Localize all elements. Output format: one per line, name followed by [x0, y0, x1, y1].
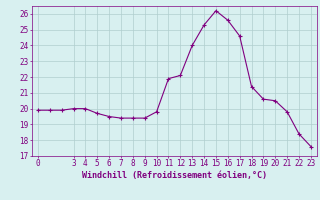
X-axis label: Windchill (Refroidissement éolien,°C): Windchill (Refroidissement éolien,°C) — [82, 171, 267, 180]
